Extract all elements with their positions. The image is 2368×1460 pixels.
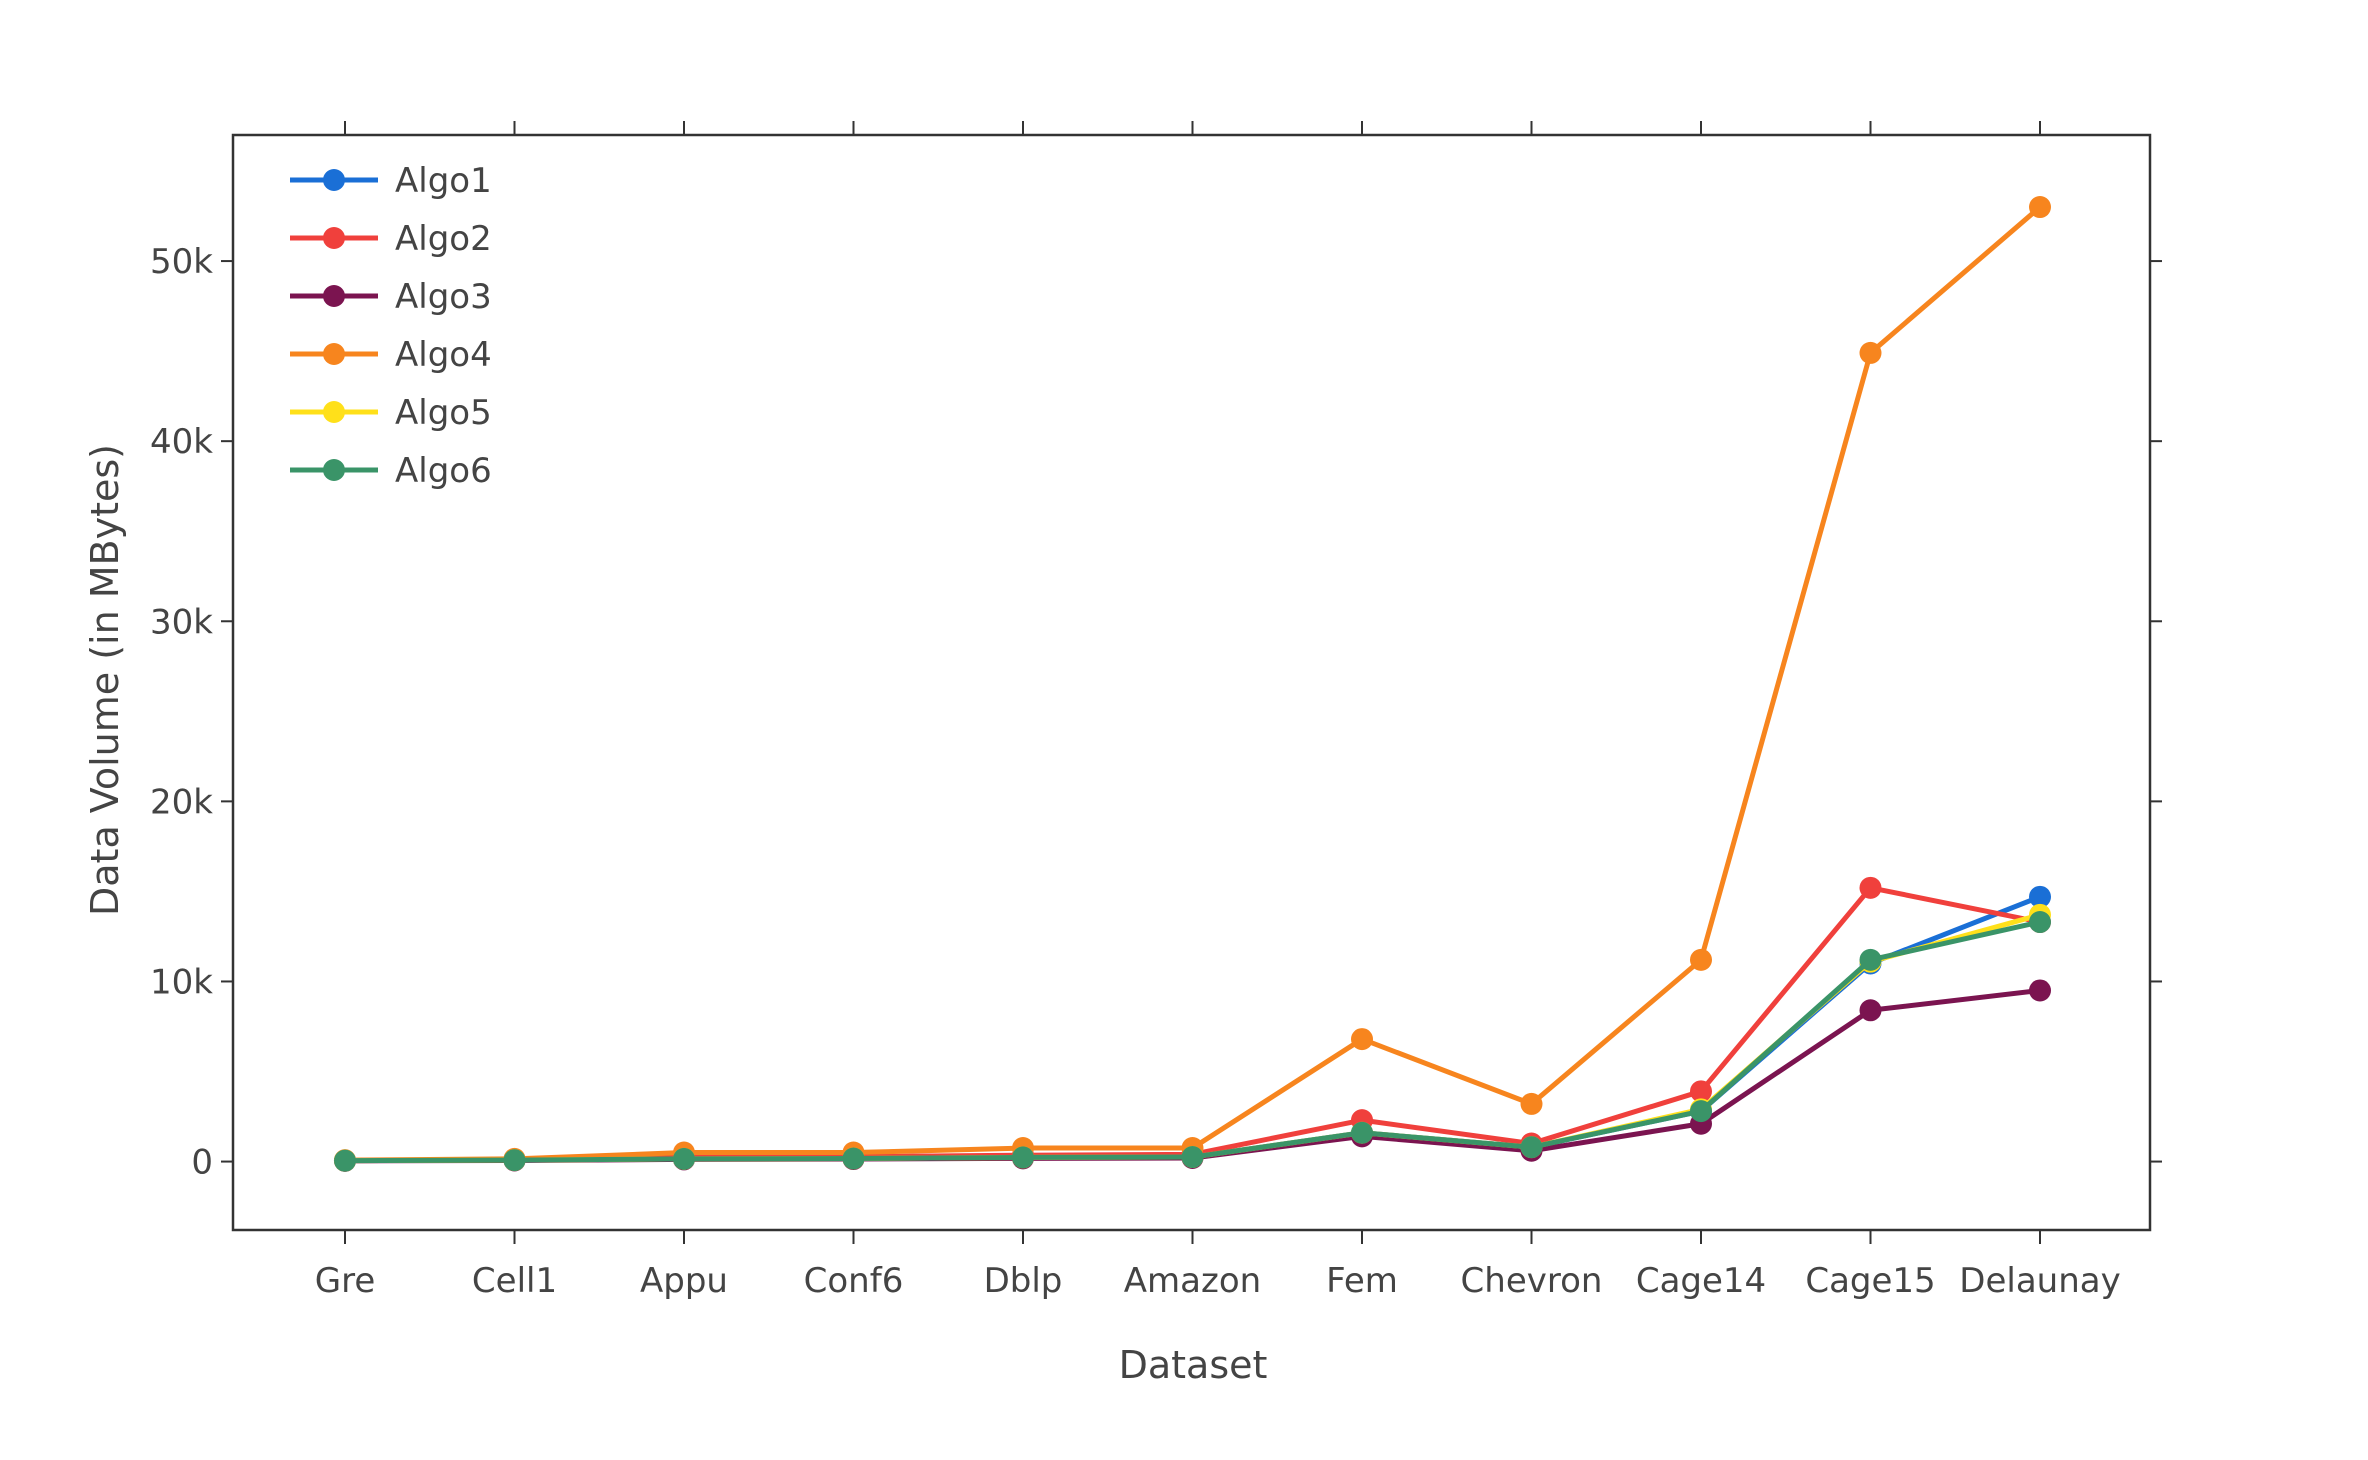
x-tick-label: Conf6 (804, 1261, 904, 1301)
series-line (342, 204, 2043, 1163)
x-tick-label: Appu (640, 1261, 728, 1301)
series-algo5 (334, 903, 2051, 1172)
series-line (342, 894, 2043, 1164)
data-point (1859, 948, 1882, 971)
y-tick-label: 50k (150, 242, 213, 282)
series-algo6 (334, 911, 2051, 1172)
data-point (1859, 341, 1882, 364)
data-point (1690, 948, 1712, 971)
data-point (1181, 1146, 1204, 1169)
series-line (342, 919, 2043, 1164)
legend-item: Algo4 (290, 335, 492, 375)
data-point (334, 1149, 356, 1172)
legend-label: Algo2 (395, 219, 492, 259)
legend-item: Algo1 (290, 161, 492, 201)
series-lines (334, 196, 2051, 1172)
data-point (1859, 999, 1882, 1022)
data-point (1012, 1146, 1034, 1169)
x-tick-label: Gre (315, 1261, 376, 1301)
y-tick-label: 0 (191, 1143, 213, 1183)
x-axis-title: Dataset (1119, 1343, 1268, 1387)
plot-frame (231, 133, 2152, 1232)
y-tick-label: 20k (150, 782, 213, 822)
legend-item: Algo6 (290, 451, 492, 491)
x-tick-label: Amazon (1124, 1261, 1261, 1301)
data-point (1520, 1136, 1543, 1159)
legend-label: Algo4 (395, 335, 492, 375)
data-point (1859, 876, 1882, 899)
legend: Algo1 Algo2 Algo3 Algo4 Algo5 Algo6 (290, 161, 492, 491)
data-point (1520, 1092, 1543, 1115)
data-point (1690, 1080, 1712, 1103)
data-point (2029, 196, 2051, 219)
legend-item: Algo2 (290, 219, 492, 259)
data-point (2029, 885, 2051, 908)
legend-marker (323, 169, 345, 191)
data-point (673, 1147, 695, 1170)
x-tick-label: Cage15 (1805, 1261, 1935, 1301)
data-point (1690, 1100, 1712, 1123)
data-point (503, 1149, 526, 1172)
x-tick-label: Cell1 (472, 1261, 557, 1301)
y-tick-label: 40k (150, 422, 213, 462)
data-point (2029, 979, 2051, 1002)
data-point (1351, 1121, 1373, 1144)
x-tick-label: Cage14 (1636, 1261, 1766, 1301)
y-tick-label: 10k (150, 962, 213, 1002)
x-tick-label: Dblp (984, 1261, 1063, 1301)
legend-marker (323, 227, 345, 249)
series-line (342, 885, 2043, 1164)
legend-marker (323, 401, 345, 423)
x-tick-label: Chevron (1461, 1261, 1603, 1301)
y-tick-label: 30k (150, 602, 213, 642)
legend-label: Algo5 (395, 393, 492, 433)
series-algo4 (334, 196, 2051, 1172)
x-tick-label: Fem (1326, 1261, 1398, 1301)
data-point (842, 1147, 865, 1170)
x-tick-label: Delaunay (1959, 1261, 2120, 1301)
series-line (342, 987, 2043, 1164)
y-axis-title: Data Volume (in MBytes) (83, 444, 127, 916)
legend-label: Algo1 (395, 161, 492, 201)
axes: 0 10k 20k 30k 40k 50k Gre Cell1 Appu Conf6 Dblp Ama… (150, 121, 2162, 1301)
legend-marker (323, 285, 345, 307)
legend-label: Algo3 (395, 277, 492, 317)
legend-marker (323, 343, 345, 365)
data-point (1351, 1028, 1373, 1051)
legend-item: Algo3 (290, 277, 492, 317)
legend-item: Algo5 (290, 393, 492, 433)
series-algo2 (334, 876, 2051, 1172)
data-point (2029, 911, 2051, 934)
legend-marker (323, 459, 345, 481)
legend-label: Algo6 (395, 451, 492, 491)
